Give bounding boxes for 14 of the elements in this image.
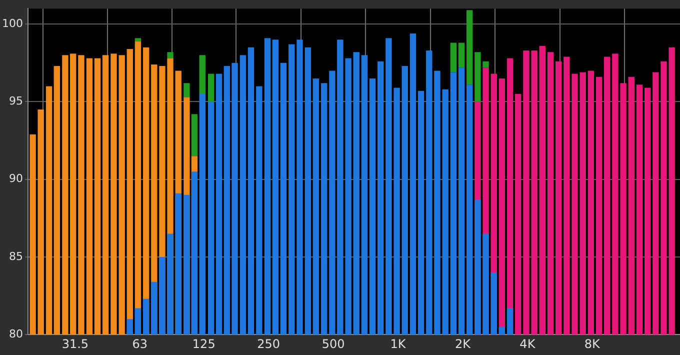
- x-tick-label: 125: [192, 336, 216, 351]
- x-tick-label: 250: [257, 336, 280, 351]
- y-tick-label: 80: [8, 327, 23, 340]
- y-tick-label: 90: [8, 172, 23, 186]
- x-tick-label: 2K: [454, 336, 472, 351]
- x-tick-label: 500: [322, 336, 345, 351]
- x-tick-label: 4K: [520, 336, 536, 351]
- y-tick-label: 95: [8, 94, 23, 108]
- y-tick-label: 85: [8, 250, 23, 263]
- x-tick-label: 31.5: [62, 336, 89, 351]
- x-tick-label: 1K: [390, 336, 407, 351]
- x-tick-label: 8K: [584, 336, 602, 351]
- x-tick-label: 63: [132, 336, 148, 351]
- y-tick-label: 100: [2, 16, 23, 30]
